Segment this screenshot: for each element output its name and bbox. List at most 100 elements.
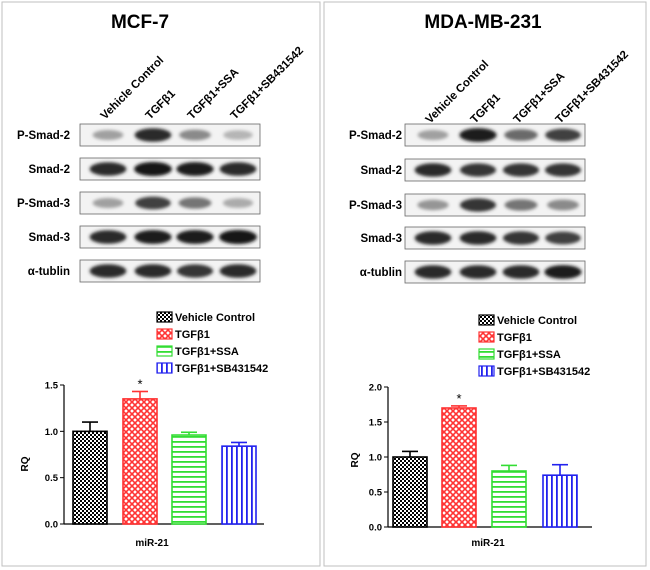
legend-swatch — [478, 314, 495, 326]
y-tick-label: 2.0 — [369, 383, 382, 394]
blot-band — [134, 161, 172, 177]
bar — [491, 470, 527, 528]
blot-band — [178, 197, 212, 209]
y-axis-label-mcf7: RQ — [20, 456, 31, 471]
blot-band — [134, 230, 172, 244]
significance-marker: * — [456, 391, 461, 406]
legend-swatch — [156, 362, 173, 374]
blot-row-label: P-Smad-3 — [17, 198, 70, 210]
blot-row-label: Smad-2 — [360, 165, 402, 177]
y-tick-label: 0.0 — [45, 520, 58, 531]
y-tick-label: 0.0 — [369, 523, 382, 534]
bar — [122, 398, 158, 525]
blot-band — [459, 128, 497, 142]
blot-band — [417, 129, 449, 141]
legend-swatch — [156, 345, 173, 357]
blot-band — [414, 265, 452, 279]
blot-band — [179, 129, 211, 141]
blot-band — [545, 128, 581, 142]
blot-band — [502, 163, 540, 177]
y-tick-label: 1.5 — [45, 381, 59, 392]
bar — [221, 445, 257, 525]
panel-mda: Vehicle Control TGFβ1 TGFβ1+SSA TGFβ1+SB431… — [349, 49, 631, 534]
blot-lane-label: TGFβ1+SB431542 — [229, 45, 306, 122]
x-axis-label-mda: miR-21 — [471, 538, 505, 549]
blot-band — [459, 163, 497, 177]
legend-label: TGFβ1+SB431542 — [497, 366, 590, 378]
blot-band — [414, 231, 452, 245]
blot-band — [219, 229, 257, 245]
blot-band — [544, 265, 582, 279]
legend-swatch — [156, 328, 173, 340]
blot-band — [502, 231, 540, 245]
blot-lane-label: TGFβ1 — [144, 87, 179, 122]
blot-lane-label: TGFβ1+SB431542 — [554, 49, 631, 126]
blot-band — [504, 129, 538, 141]
blot-row-label: Smad-3 — [360, 233, 402, 245]
legend-label: TGFβ1+SB431542 — [175, 363, 268, 375]
blot-row-label: Smad-3 — [28, 232, 70, 244]
blot-band — [219, 264, 257, 278]
blot-band — [134, 264, 172, 278]
blot-row-label: α-tublin — [28, 266, 70, 278]
blot-band — [223, 130, 253, 140]
panel-title-mcf7: MCF-7 — [111, 12, 169, 33]
blot-band — [459, 265, 497, 279]
blot-band — [89, 162, 127, 176]
legend-swatch — [478, 348, 495, 360]
legend-label: TGFβ1+SSA — [175, 346, 239, 358]
legend-swatch — [156, 311, 173, 323]
legend-label: Vehicle Control — [175, 312, 255, 324]
blot-band — [459, 231, 497, 245]
x-axis-label-mcf7: miR-21 — [135, 538, 169, 549]
y-tick-label: 1.0 — [369, 453, 382, 464]
panel-title-mda: MDA-MB-231 — [424, 12, 542, 33]
blot-band — [176, 162, 214, 176]
bar — [441, 407, 477, 528]
blot-band — [134, 128, 172, 142]
panel-mcf7: Vehicle Control TGFβ1 TGFβ1+SSA TGFβ1+SB431… — [17, 45, 306, 531]
blot-band — [222, 198, 254, 208]
blot-band — [417, 199, 449, 211]
legend-label: Vehicle Control — [497, 315, 577, 327]
bar — [72, 430, 108, 525]
blot-band — [176, 230, 214, 244]
blot-band — [89, 230, 127, 244]
blot-band — [502, 265, 540, 279]
blot-band — [459, 198, 497, 212]
blot-band — [504, 199, 538, 211]
bar — [392, 456, 428, 528]
significance-marker: * — [137, 376, 142, 391]
blot-band — [544, 163, 582, 177]
y-tick-label: 1.5 — [369, 418, 383, 429]
legend-label: TGFβ1 — [175, 329, 210, 341]
blot-row-label: P-Smad-2 — [17, 130, 70, 142]
panel-frame-mda — [323, 1, 647, 567]
blot-row-label: Smad-2 — [28, 164, 70, 176]
blot-row-label: P-Smad-2 — [349, 130, 402, 142]
blot-band — [92, 197, 124, 209]
blot-band — [545, 231, 581, 245]
blot-band — [135, 196, 171, 210]
y-tick-label: 0.5 — [45, 473, 59, 484]
bar — [542, 474, 578, 528]
y-axis-label-mda: RQ — [350, 452, 361, 467]
blot-band — [547, 199, 579, 211]
bar — [171, 434, 207, 525]
blot-row-label: P-Smad-3 — [349, 200, 402, 212]
legend-swatch — [478, 331, 495, 343]
panel-frame-mcf7 — [1, 1, 321, 567]
legend-label: TGFβ1+SSA — [497, 349, 561, 361]
blot-band — [92, 129, 124, 141]
y-tick-label: 1.0 — [45, 427, 58, 438]
blot-band — [176, 264, 214, 278]
legend-swatch — [478, 365, 495, 377]
y-tick-label: 0.5 — [369, 488, 383, 499]
blot-band — [414, 163, 452, 177]
blot-band — [89, 264, 127, 278]
blot-band — [219, 162, 257, 176]
legend-label: TGFβ1 — [497, 332, 532, 344]
blot-row-label: α-tublin — [360, 267, 402, 279]
blot-lane-label: TGFβ1 — [469, 91, 504, 126]
